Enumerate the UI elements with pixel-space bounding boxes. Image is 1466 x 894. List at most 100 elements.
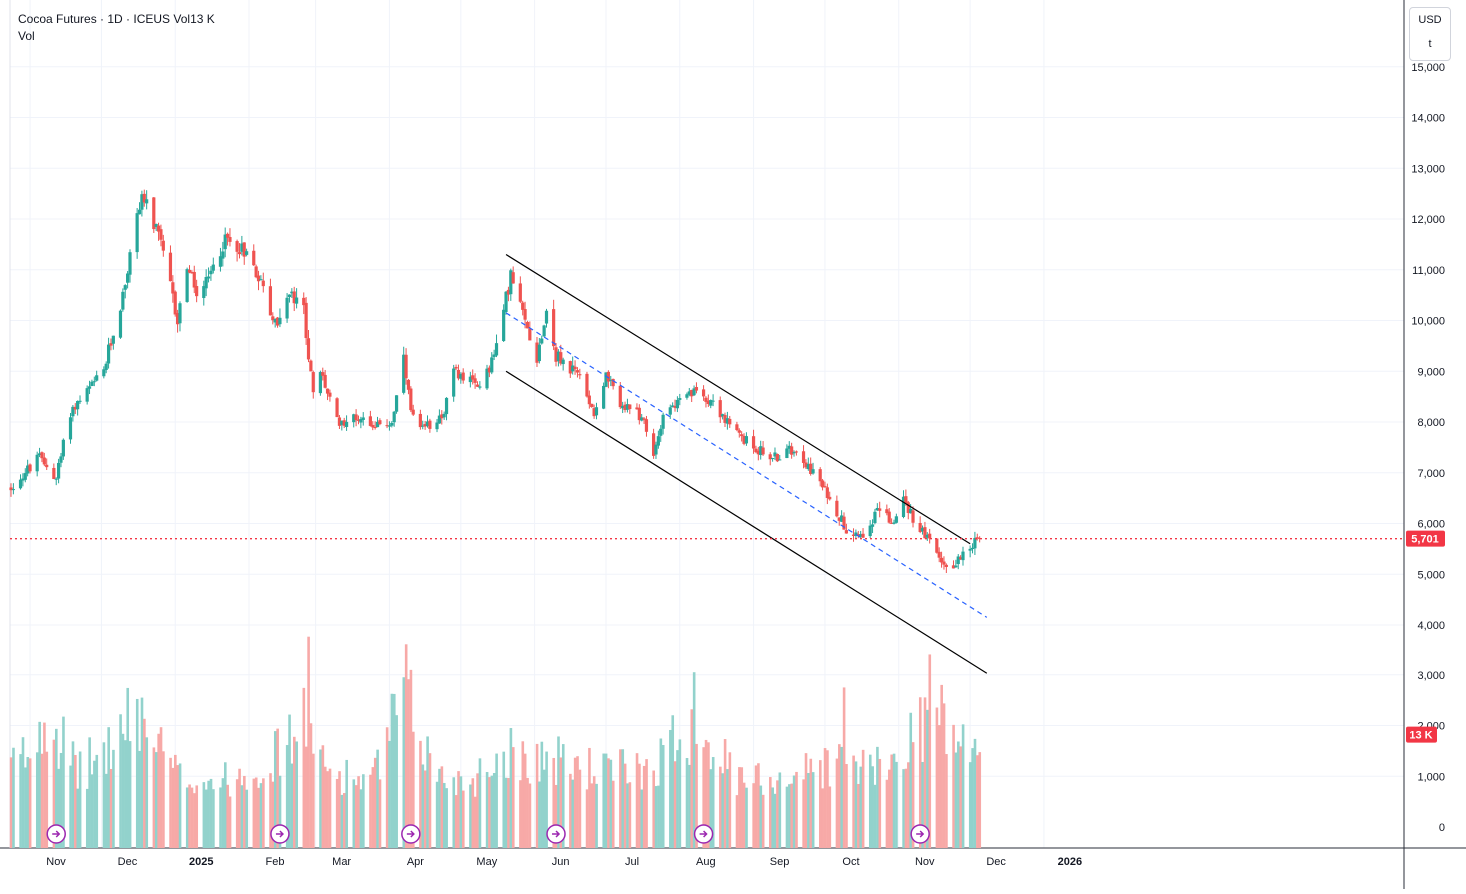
symbol-title[interactable]: Cocoa Futures · 1D · ICEUS: [18, 12, 171, 26]
candle-body: [628, 404, 632, 410]
last-volume-badge: [1406, 726, 1437, 743]
volume-bar: [254, 777, 258, 848]
volume-bar: [628, 782, 632, 848]
volume-bar: [24, 767, 27, 848]
dividend-arrow-icon[interactable]: [270, 824, 290, 844]
volume-bar: [761, 794, 765, 848]
volume-bar: [621, 749, 625, 848]
candle-body: [637, 407, 641, 421]
candle-body: [28, 464, 32, 472]
volume-bar: [509, 728, 513, 848]
dividend-arrow-icon[interactable]: [46, 824, 66, 844]
last-price-badge: [1406, 530, 1445, 547]
candle-body: [92, 381, 96, 383]
dividend-arrow-icon[interactable]: [910, 824, 930, 844]
time-tick-label: Nov: [46, 856, 66, 868]
volume-bar: [93, 760, 96, 848]
candle-body: [890, 522, 894, 524]
volume-bar: [795, 771, 798, 848]
volume-bar: [976, 755, 979, 848]
volume-bar: [171, 767, 175, 848]
volume-bar: [873, 784, 877, 848]
volume-bar: [961, 724, 965, 848]
volume-bar: [888, 769, 891, 848]
candle-body: [794, 451, 798, 453]
candle-body: [344, 421, 349, 427]
candle-body: [423, 424, 427, 427]
volume-bar: [688, 764, 691, 848]
candle-body: [652, 433, 656, 456]
candle-body: [725, 418, 729, 424]
candle-body: [178, 303, 182, 324]
volume-bar: [421, 764, 425, 848]
volume-bar: [402, 677, 406, 848]
volume-bar: [69, 765, 72, 848]
candle-body: [640, 417, 644, 421]
unit-label[interactable]: t: [1428, 38, 1432, 50]
candle-body: [592, 408, 596, 417]
candle-body: [26, 465, 30, 474]
volume-tick-label: 1,000: [1417, 771, 1445, 783]
volume-bar: [409, 669, 413, 848]
volume-bar: [502, 751, 506, 848]
candle-body: [571, 365, 575, 372]
volume-bar: [440, 766, 444, 848]
currency-unit-selector[interactable]: USD t: [1409, 7, 1451, 61]
candle-body: [656, 436, 660, 446]
dividend-arrow-icon[interactable]: [693, 824, 714, 844]
time-tick-label: Jul: [625, 856, 639, 868]
candle-body: [868, 525, 872, 537]
dividend-arrow-icon[interactable]: [546, 824, 566, 844]
volume-bar: [535, 743, 539, 848]
candle-body: [918, 522, 922, 532]
channel-mid-line: [505, 312, 988, 618]
price-tick-label: 4,000: [1417, 620, 1445, 632]
volume-bar: [938, 725, 941, 848]
candle-body: [668, 407, 672, 415]
volume-bar: [426, 736, 429, 848]
volume-bar: [126, 687, 130, 848]
candle-body: [975, 537, 979, 539]
volume-bar: [742, 782, 746, 848]
time-tick-label: Mar: [332, 856, 351, 868]
candle-body: [842, 516, 846, 530]
price-tick-label: 14,000: [1411, 113, 1445, 125]
price-tick-label: 9,000: [1417, 366, 1445, 378]
candle-body: [937, 551, 941, 558]
candle-body: [523, 309, 527, 320]
volume-bar: [918, 697, 922, 848]
volume-bar: [423, 770, 427, 848]
volume-bar: [378, 779, 382, 848]
candle-body: [471, 375, 475, 380]
candle-body: [459, 374, 463, 379]
candle-body: [925, 534, 929, 538]
volume-bar: [9, 757, 13, 848]
volume-bar: [76, 788, 80, 848]
volume-bar: [809, 758, 813, 848]
volume-bar: [224, 762, 227, 848]
volume-bar: [945, 754, 948, 848]
price-tick-label: 8,000: [1417, 417, 1445, 429]
candle-body: [425, 421, 430, 426]
candle-body: [68, 417, 73, 440]
candle-body: [911, 510, 915, 523]
candle-body: [437, 415, 441, 424]
candle-body: [126, 273, 130, 283]
dividend-arrow-icon[interactable]: [401, 824, 421, 844]
volume-bar: [454, 795, 458, 848]
volume-bar: [55, 728, 58, 848]
volume-bar: [519, 780, 522, 848]
candle-body: [444, 397, 449, 415]
volume-bar: [376, 749, 379, 848]
candle-body: [828, 496, 832, 500]
candle-body: [968, 548, 972, 551]
candle-body: [835, 500, 839, 517]
volume-bar: [911, 742, 915, 848]
volume-bar: [892, 753, 896, 848]
currency-label[interactable]: USD: [1418, 14, 1442, 26]
candle-body: [23, 473, 27, 480]
volume-pane-label[interactable]: Vol: [18, 29, 35, 43]
candle-body: [123, 285, 127, 290]
